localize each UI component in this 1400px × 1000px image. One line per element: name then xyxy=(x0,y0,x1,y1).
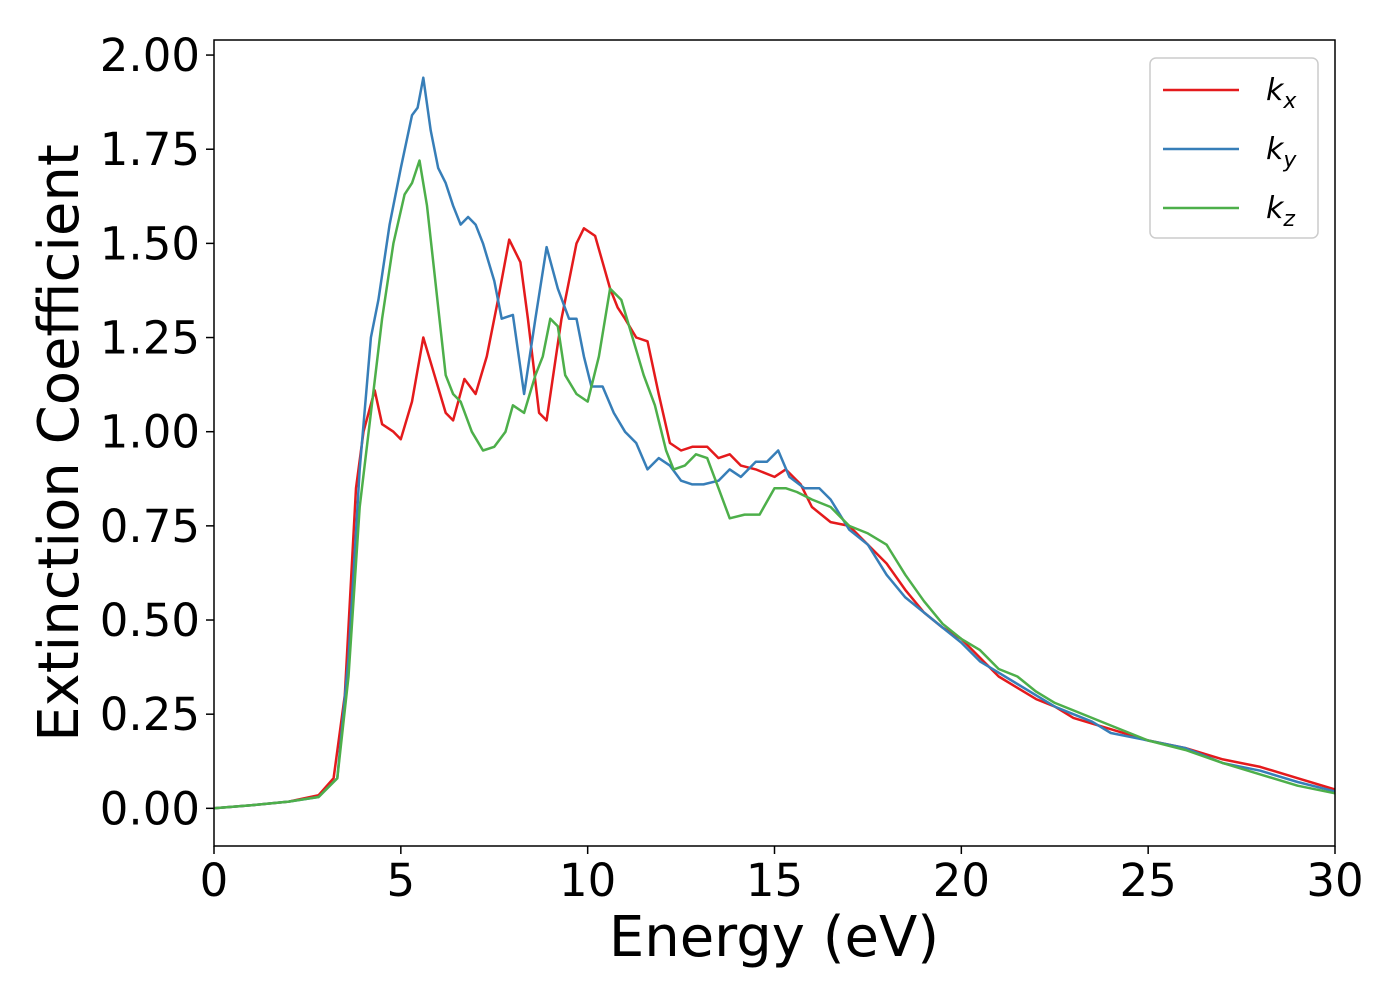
x-tick-label: 30 xyxy=(1306,854,1363,907)
legend-label-kx: kx xyxy=(1266,73,1297,114)
x-axis-label: Energy (eV) xyxy=(609,905,939,970)
legend-label-kz: kz xyxy=(1266,191,1295,232)
series-line-ky xyxy=(213,76,1336,810)
y-axis-label: Extinction Coefficient xyxy=(27,144,92,742)
series-layer xyxy=(213,76,1336,810)
legend-items: kx ky kz xyxy=(1163,73,1297,232)
y-tick-label: 2.00 xyxy=(100,29,200,82)
y-tick-label: 0.25 xyxy=(100,688,200,741)
legend: kx ky kz xyxy=(1149,57,1319,239)
y-tick-label: 1.50 xyxy=(100,217,200,270)
x-tick-label: 15 xyxy=(746,854,803,907)
y-tick-label: 1.25 xyxy=(100,312,200,365)
y-tick-label: 0.00 xyxy=(100,782,200,835)
y-tick-label: 1.00 xyxy=(100,406,200,459)
series-line-kz xyxy=(213,159,1336,810)
x-tick-label: 10 xyxy=(559,854,616,907)
x-tick-label: 25 xyxy=(1120,854,1177,907)
legend-label-ky: ky xyxy=(1266,132,1297,173)
x-tick-label: 20 xyxy=(933,854,990,907)
y-axis-ticks: 0.00 0.25 0.50 0.75 1.00 1.25 1.50 1.75 2.00 xyxy=(100,29,214,835)
x-tick-label: 5 xyxy=(387,854,416,907)
x-axis-ticks: 0 5 10 15 20 25 30 xyxy=(200,846,1364,907)
x-tick-label: 0 xyxy=(200,854,229,907)
y-tick-label: 0.75 xyxy=(100,500,200,553)
y-tick-label: 1.75 xyxy=(100,123,200,176)
y-tick-label: 0.50 xyxy=(100,594,200,647)
